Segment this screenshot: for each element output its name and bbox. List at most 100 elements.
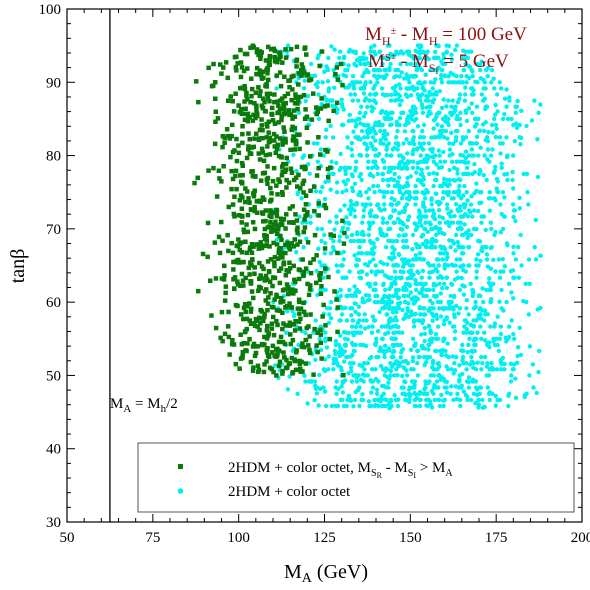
cyan-point [400,209,405,214]
cyan-point [343,182,348,187]
cyan-point [341,257,346,262]
green-point [293,367,299,373]
green-point [289,74,294,80]
cyan-point [512,336,517,341]
green-point [272,144,277,149]
cyan-point [441,97,446,102]
cyan-point [466,245,471,250]
green-point [305,140,310,145]
green-point [293,175,299,180]
green-point [244,51,250,57]
green-point [271,332,277,338]
cyan-point [363,142,369,147]
cyan-point [475,392,480,398]
cyan-point [285,387,291,392]
green-point [255,344,260,349]
cyan-point [400,373,405,379]
cyan-point [493,134,498,140]
green-point [295,101,300,106]
cyan-point [396,362,402,367]
cyan-point [369,104,374,109]
cyan-point [422,339,427,344]
green-point [258,273,263,278]
cyan-point [402,122,408,128]
cyan-point [360,392,365,397]
cyan-point [460,342,465,348]
cyan-point [464,165,470,170]
x-tick-label: 200 [571,530,590,546]
green-point [308,154,313,159]
cyan-point [466,49,471,54]
cyan-point [449,130,454,135]
cyan-point [428,80,433,85]
cyan-point [391,349,397,354]
cyan-point [428,104,433,109]
cyan-point [367,223,373,228]
cyan-point [403,397,408,403]
cyan-point [384,147,389,152]
x-tick-label: 50 [60,530,75,546]
cyan-point [365,298,371,303]
green-point [292,125,298,131]
green-point [301,344,307,350]
cyan-point [429,311,435,316]
cyan-point [417,290,422,296]
cyan-point [361,55,366,61]
legend-label-green: 2HDM + color octet, MSR - MSI > MA [228,460,453,480]
green-point [225,98,231,103]
cyan-point [417,354,422,360]
cyan-point [381,194,387,199]
green-point [280,192,285,197]
cyan-point [404,61,410,67]
cyan-point [526,312,531,317]
cyan-point [333,338,339,344]
green-point [283,365,289,371]
green-point [279,250,284,256]
cyan-point [431,80,437,85]
green-point [268,219,273,225]
cyan-point [506,281,512,286]
cyan-point [368,213,373,219]
green-point [277,110,282,115]
cyan-point [358,153,364,158]
green-point [233,361,239,367]
green-point [224,127,230,132]
cyan-point [375,237,380,242]
green-point [283,305,288,310]
cyan-point [462,98,468,103]
cyan-point [471,324,476,329]
cyan-point [327,306,333,311]
cyan-point [374,387,380,392]
cyan-point [515,245,521,250]
cyan-point [411,138,416,143]
green-point [268,185,273,191]
green-point [283,47,288,52]
green-point [232,214,237,219]
cyan-point [484,252,490,257]
green-point [280,255,285,260]
cyan-point [373,293,378,299]
green-point [192,180,197,186]
green-point [325,166,331,172]
cyan-point [413,106,418,111]
cyan-point [312,379,318,384]
cyan-point [515,353,520,359]
green-point [291,220,296,225]
cyan-point [386,275,391,280]
cyan-point [389,354,394,360]
cyan-point [498,331,504,337]
cyan-point [509,116,514,122]
cyan-point [493,112,498,117]
annotation-vertical-line-label: MA = Mh/2 [110,396,178,415]
cyan-point [344,275,349,280]
cyan-point [495,314,500,319]
green-point [318,327,323,332]
cyan-point [452,106,457,111]
cyan-point [437,110,442,116]
green-point [314,111,319,117]
cyan-point [356,304,362,309]
cyan-point [436,44,441,49]
cyan-point [423,281,428,286]
cyan-point [466,153,471,158]
cyan-point [359,177,364,183]
